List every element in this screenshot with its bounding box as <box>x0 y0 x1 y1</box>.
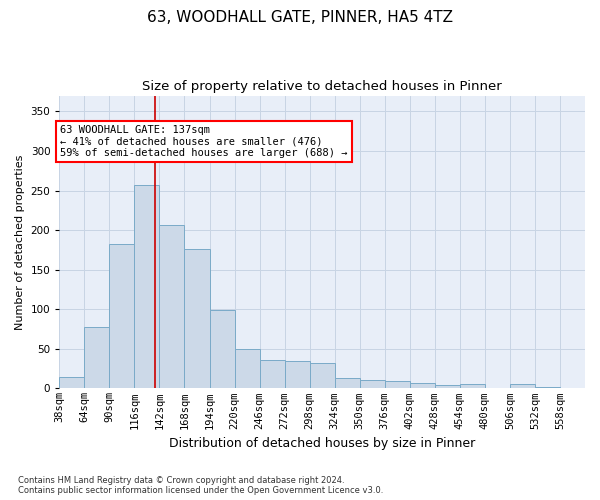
Text: 63, WOODHALL GATE, PINNER, HA5 4TZ: 63, WOODHALL GATE, PINNER, HA5 4TZ <box>147 10 453 25</box>
Bar <box>184 249 209 388</box>
Bar <box>235 349 260 389</box>
Bar <box>410 383 435 388</box>
Bar <box>134 185 160 388</box>
Bar <box>109 244 134 388</box>
Bar <box>435 385 460 388</box>
Bar <box>85 328 109 388</box>
Bar <box>360 380 385 388</box>
Bar <box>460 384 485 388</box>
Bar <box>535 387 560 388</box>
Bar <box>59 376 85 388</box>
Bar <box>510 384 535 388</box>
Bar <box>160 224 184 388</box>
Y-axis label: Number of detached properties: Number of detached properties <box>15 154 25 330</box>
Bar <box>284 360 310 388</box>
Bar <box>335 378 360 388</box>
Bar <box>209 310 235 388</box>
Bar <box>310 363 335 388</box>
X-axis label: Distribution of detached houses by size in Pinner: Distribution of detached houses by size … <box>169 437 475 450</box>
Bar <box>385 382 410 388</box>
Bar <box>260 360 284 388</box>
Title: Size of property relative to detached houses in Pinner: Size of property relative to detached ho… <box>142 80 502 93</box>
Text: Contains HM Land Registry data © Crown copyright and database right 2024.
Contai: Contains HM Land Registry data © Crown c… <box>18 476 383 495</box>
Text: 63 WOODHALL GATE: 137sqm
← 41% of detached houses are smaller (476)
59% of semi-: 63 WOODHALL GATE: 137sqm ← 41% of detach… <box>60 125 348 158</box>
